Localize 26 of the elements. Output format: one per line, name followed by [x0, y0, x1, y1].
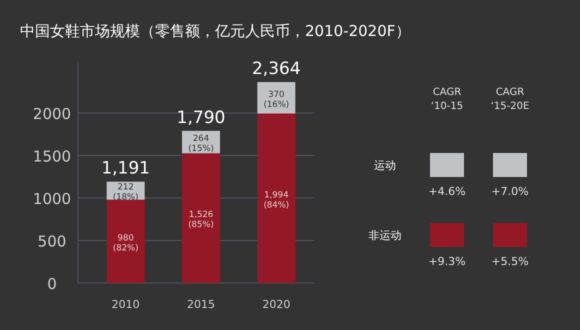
total-label: 2,364 — [252, 59, 301, 80]
bar — [182, 153, 220, 283]
data-label: 980 (82%) — [112, 233, 138, 254]
data-label: 370 (16%) — [264, 90, 290, 110]
y-tick-label: 1000 — [32, 190, 72, 208]
data-label: 1,994 (84%) — [264, 190, 290, 210]
bar — [106, 200, 145, 283]
text: CAGR ‘10-15 — [430, 87, 464, 112]
total-label: 1,191 — [101, 158, 150, 179]
x-tick-label: 2020 — [262, 298, 290, 311]
text: +5.5% — [491, 255, 529, 268]
y-tick-label: 2000 — [32, 105, 72, 123]
bar — [257, 114, 296, 283]
total-label: 1,790 — [176, 108, 226, 128]
x-tick-label: 2010 — [112, 298, 140, 311]
text: +9.3% — [428, 255, 466, 268]
text: +7.0% — [491, 185, 529, 198]
text: +4.6% — [428, 185, 466, 198]
x-tick-label: 2015 — [187, 298, 215, 311]
y-tick-label: 500 — [38, 232, 66, 250]
text: CAGR ‘15-20E — [490, 87, 530, 112]
y-tick-label: 0 — [47, 275, 57, 293]
chart-title: 中国女鞋市场规模（零售额，亿元人民币，2010-2020F） — [20, 22, 410, 40]
y-tick-label: 1500 — [32, 148, 72, 166]
data-label: 1,526 (85%) — [188, 210, 214, 230]
data-label: 264 (15%) — [188, 134, 214, 154]
